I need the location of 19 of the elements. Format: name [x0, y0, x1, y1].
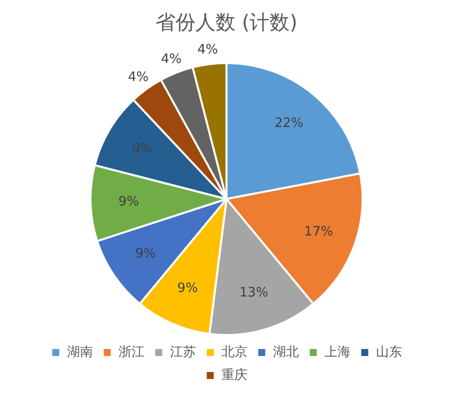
- data-label: 9%: [132, 142, 153, 157]
- legend-label: 重庆: [221, 368, 248, 383]
- legend-label: 湖北: [272, 344, 299, 360]
- data-label: 4%: [128, 70, 149, 86]
- data-label: 22%: [274, 116, 304, 131]
- legend-label: 湖南: [66, 344, 93, 360]
- data-label: 9%: [177, 281, 198, 296]
- legend-label: 北京: [221, 344, 248, 360]
- legend-label: 山东: [376, 344, 402, 360]
- chart-title: 省份人数 (计数): [156, 10, 298, 34]
- data-label: 13%: [239, 285, 268, 300]
- data-label: 17%: [304, 224, 334, 240]
- data-label: 4%: [160, 52, 182, 67]
- data-label: 9%: [118, 194, 139, 210]
- legend-label: 浙江: [118, 344, 144, 360]
- data-label: 4%: [197, 42, 218, 58]
- legend-label: 江苏: [170, 344, 196, 360]
- legend-label: 上海: [324, 344, 350, 360]
- data-label: 9%: [135, 246, 156, 262]
